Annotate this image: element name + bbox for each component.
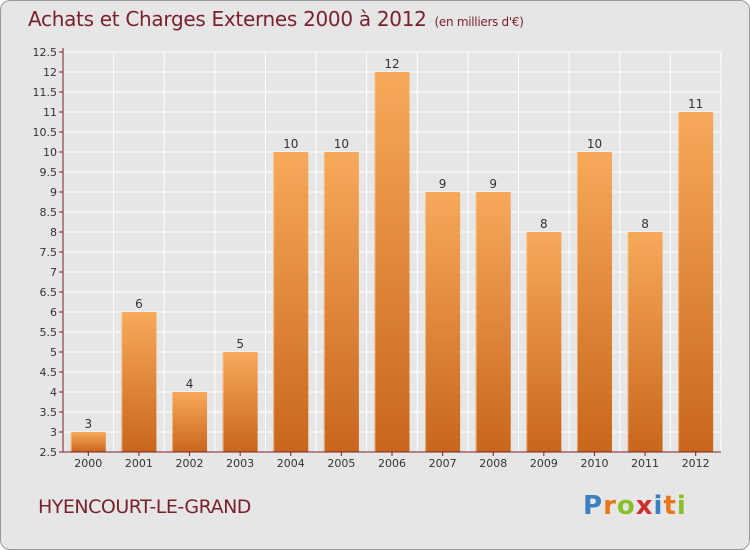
bar-value-label: 12 [384,57,399,71]
bar-value-label: 11 [688,97,703,111]
bar [627,232,663,452]
x-tick-label: 2002 [176,457,204,470]
y-tick-label: 11.5 [33,86,58,99]
bar-value-label: 8 [540,217,548,231]
chart-title: Achats et Charges Externes 2000 à 2012 (e… [28,7,524,31]
bar-value-label: 10 [334,137,349,151]
y-tick-label: 12.5 [33,46,58,59]
bar [526,232,562,452]
bar-value-label: 9 [439,177,447,191]
logo-letter: t [663,491,677,521]
x-tick-label: 2006 [378,457,406,470]
y-tick-label: 8.5 [40,206,58,219]
y-tick-label: 12 [43,66,57,79]
chart-title-text: Achats et Charges Externes 2000 à 2012 [28,7,427,31]
commune-name: HYENCOURT-LE-GRAND [38,496,251,518]
y-tick-label: 6.5 [40,286,58,299]
y-tick-label: 4 [50,386,57,399]
logo-letter: o [616,491,636,521]
axes: 2.5 3 3.5 4 4.5 5 5.5 6 6.5 7 7.5 8 8.5 9 9.5 10 10.5 11 1… [33,46,721,470]
bar [425,192,461,452]
y-tick-label: 9 [50,186,57,199]
x-tick-label: 2011 [631,457,659,470]
y-tick-label: 2.5 [40,446,58,459]
x-tick-label: 2005 [327,457,355,470]
bar [70,432,106,452]
y-tick-label: 10 [43,146,57,159]
y-tick-label: 11 [43,106,57,119]
bar [172,392,208,452]
bar [273,152,309,452]
bar [678,112,714,452]
x-tick-label: 2010 [580,457,608,470]
y-tick-label: 4.5 [40,366,58,379]
bar-value-label: 10 [587,137,602,151]
logo-letter: r [603,491,617,521]
y-tick-label: 5.5 [40,326,58,339]
y-tick-label: 3 [50,426,57,439]
bar-value-label: 10 [283,137,298,151]
bars: 3 6 4 5 10 10 12 9 9 8 10 8 11 [70,57,714,452]
bar-value-label: 3 [84,417,92,431]
y-tick-label: 9.5 [40,166,58,179]
x-tick-label: 2000 [74,457,102,470]
x-tick-label: 2012 [682,457,710,470]
bar-value-label: 4 [186,377,194,391]
x-tick-label: 2001 [125,457,153,470]
y-tick-label: 5 [50,346,57,359]
x-tick-label: 2003 [226,457,254,470]
proxiti-logo: Proxiti [583,491,687,521]
bar [323,152,359,452]
bar [222,352,258,452]
bar [374,72,410,452]
logo-letter: x [635,491,654,521]
x-tick-label: 2009 [530,457,558,470]
y-tick-label: 6 [50,306,57,319]
bar-value-label: 8 [641,217,649,231]
chart-unit: (en milliers d'€) [434,15,524,29]
x-tick-label: 2008 [479,457,507,470]
y-tick-label: 3.5 [40,406,58,419]
bar-value-label: 5 [236,337,244,351]
bar-value-label: 6 [135,297,143,311]
y-tick-label: 7 [50,266,57,279]
x-tick-label: 2007 [429,457,457,470]
logo-letter: i [676,491,687,521]
y-tick-label: 7.5 [40,246,58,259]
bar [121,312,157,452]
bar [475,192,511,452]
x-tick-label: 2004 [277,457,305,470]
logo-letter: i [653,491,664,521]
y-tick-label: 10.5 [33,126,58,139]
bar-value-label: 9 [489,177,497,191]
y-tick-label: 8 [50,226,57,239]
bar [576,152,612,452]
logo-letter: P [583,491,604,521]
